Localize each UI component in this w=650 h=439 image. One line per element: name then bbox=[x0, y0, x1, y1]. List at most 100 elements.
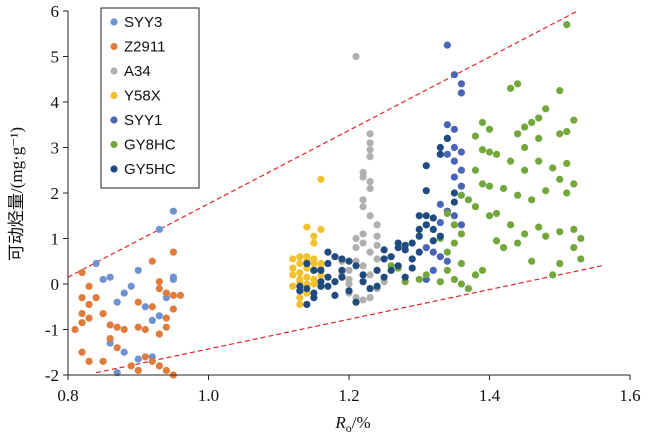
data-point bbox=[436, 278, 444, 286]
x-tick-label: 1.4 bbox=[479, 386, 501, 405]
data-point bbox=[331, 278, 339, 286]
data-point bbox=[457, 230, 465, 238]
data-point bbox=[436, 143, 444, 152]
data-point bbox=[492, 237, 501, 245]
data-point bbox=[429, 225, 437, 233]
data-point bbox=[71, 325, 79, 334]
data-point bbox=[478, 118, 487, 127]
data-point bbox=[176, 291, 184, 299]
legend-marker bbox=[110, 91, 118, 100]
data-point bbox=[106, 273, 114, 281]
data-point bbox=[506, 84, 515, 92]
x-tick-label: 1.6 bbox=[619, 386, 640, 405]
data-point bbox=[415, 248, 423, 256]
data-point bbox=[303, 223, 311, 231]
data-point bbox=[141, 353, 149, 361]
data-point bbox=[373, 255, 381, 263]
y-tick-label: 5 bbox=[51, 48, 60, 67]
data-point bbox=[380, 255, 388, 263]
data-point bbox=[78, 348, 86, 356]
data-point bbox=[134, 355, 142, 363]
data-point bbox=[352, 244, 360, 252]
y-tick-label: -2 bbox=[45, 366, 59, 385]
data-point bbox=[457, 221, 465, 229]
x-tick-label: 0.8 bbox=[57, 386, 78, 405]
data-point bbox=[296, 300, 304, 309]
data-point bbox=[345, 280, 353, 288]
data-point bbox=[450, 173, 458, 181]
data-point bbox=[422, 212, 430, 220]
data-point bbox=[535, 114, 543, 122]
data-point bbox=[317, 259, 325, 268]
y-tick-labels: -2 -1 0 1 2 3 4 5 6 bbox=[45, 2, 60, 385]
data-point bbox=[359, 230, 367, 238]
data-point bbox=[450, 275, 458, 284]
data-point bbox=[317, 175, 325, 183]
data-point bbox=[85, 314, 93, 322]
data-point bbox=[366, 153, 374, 161]
data-point bbox=[373, 232, 381, 240]
data-point bbox=[169, 273, 177, 281]
legend-marker bbox=[110, 165, 118, 173]
data-point bbox=[310, 280, 318, 288]
data-point bbox=[415, 212, 423, 220]
x-axis-title: Ro/% bbox=[334, 413, 370, 435]
x-tick-label: 1.0 bbox=[198, 386, 219, 405]
data-point bbox=[148, 257, 156, 265]
data-point bbox=[450, 221, 458, 229]
data-point bbox=[556, 175, 564, 183]
data-point bbox=[457, 148, 465, 156]
data-point bbox=[359, 278, 367, 286]
axes bbox=[63, 10, 631, 380]
data-point bbox=[556, 259, 564, 268]
data-point bbox=[429, 248, 437, 256]
data-point bbox=[542, 187, 550, 195]
data-point bbox=[499, 244, 508, 252]
data-point bbox=[471, 271, 480, 279]
data-point bbox=[127, 362, 135, 370]
data-point bbox=[549, 271, 557, 279]
data-point bbox=[324, 273, 332, 281]
legend-label: Z2911 bbox=[124, 39, 165, 56]
data-point bbox=[450, 125, 458, 133]
data-point bbox=[366, 271, 374, 279]
data-point bbox=[401, 273, 409, 281]
data-point bbox=[120, 325, 128, 334]
data-point bbox=[408, 239, 416, 247]
data-point bbox=[303, 284, 311, 293]
data-point bbox=[457, 166, 465, 174]
data-point bbox=[514, 130, 522, 138]
data-point bbox=[422, 244, 430, 252]
data-point bbox=[359, 173, 367, 181]
data-point bbox=[310, 255, 318, 263]
data-point bbox=[324, 259, 332, 268]
data-point bbox=[485, 148, 494, 156]
data-point bbox=[345, 257, 353, 265]
legend-label: GY8HC bbox=[124, 137, 176, 154]
data-point bbox=[443, 150, 451, 158]
data-point bbox=[464, 284, 473, 293]
data-point bbox=[310, 232, 318, 240]
data-point bbox=[85, 357, 93, 365]
data-point bbox=[443, 121, 451, 129]
legend-label: A34 bbox=[124, 63, 151, 80]
data-point bbox=[422, 271, 430, 279]
data-point bbox=[506, 157, 515, 165]
data-point bbox=[352, 234, 360, 243]
data-point bbox=[373, 266, 381, 274]
series-syy1 bbox=[422, 41, 465, 284]
data-point bbox=[345, 287, 353, 295]
reference-line-2 bbox=[95, 265, 603, 374]
data-point bbox=[450, 189, 458, 197]
data-point bbox=[113, 323, 121, 331]
data-point bbox=[338, 266, 346, 274]
data-point bbox=[542, 105, 550, 113]
series-gy5hc bbox=[296, 134, 458, 309]
data-point bbox=[514, 191, 522, 199]
data-point bbox=[443, 134, 451, 142]
data-point bbox=[359, 262, 367, 270]
data-point bbox=[352, 52, 360, 61]
data-point bbox=[380, 273, 388, 281]
data-point bbox=[464, 196, 473, 204]
